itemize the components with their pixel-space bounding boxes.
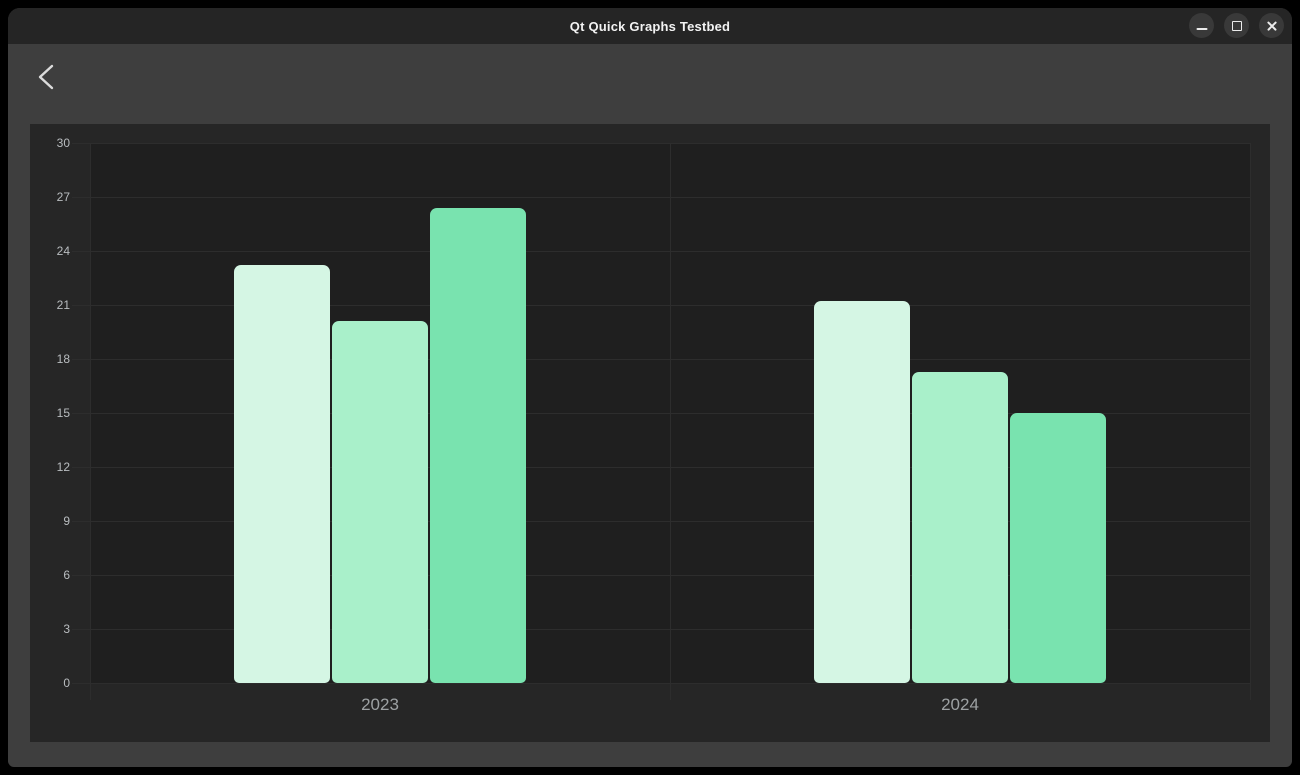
maximize-icon	[1231, 20, 1242, 31]
bar[interactable]	[912, 371, 1008, 683]
gridline	[1250, 143, 1251, 700]
axis-tick	[72, 359, 90, 360]
y-tick-label: 0	[63, 676, 70, 690]
bar[interactable]	[1010, 413, 1106, 683]
axis-tick	[72, 575, 90, 576]
axis-tick	[72, 305, 90, 306]
y-tick-label: 24	[56, 244, 70, 258]
y-tick-label: 9	[63, 514, 70, 528]
axis-tick	[72, 629, 90, 630]
bar[interactable]	[332, 321, 428, 683]
maximize-button[interactable]	[1224, 13, 1249, 38]
y-tick-label: 15	[56, 406, 70, 420]
y-tick-label: 3	[63, 622, 70, 636]
back-button[interactable]	[32, 60, 60, 94]
titlebar[interactable]: Qt Quick Graphs Testbed	[8, 8, 1292, 44]
axis-tick	[72, 467, 90, 468]
category-label: 2023	[361, 695, 399, 714]
y-tick-label: 6	[63, 568, 70, 582]
gridline	[670, 143, 671, 700]
app-window: Qt Quick Graphs Testbed 0 3 6 9 12 15 18 21 24 27…	[8, 8, 1292, 767]
bar-chart: 0 3 6 9 12 15 18 21 24 27 30 2023 2024	[30, 124, 1270, 742]
y-tick-label: 27	[56, 190, 70, 204]
axis-tick	[72, 251, 90, 252]
gridline	[90, 143, 91, 700]
bar[interactable]	[430, 207, 526, 683]
close-button[interactable]	[1259, 13, 1284, 38]
window-title: Qt Quick Graphs Testbed	[569, 18, 731, 34]
bar[interactable]	[814, 301, 910, 683]
window-controls	[1189, 13, 1284, 38]
category-label: 2024	[941, 695, 979, 714]
y-tick-label: 12	[56, 460, 70, 474]
y-tick-label: 21	[56, 298, 70, 312]
axis-tick	[72, 521, 90, 522]
axis-tick	[72, 197, 90, 198]
axis-tick	[72, 683, 90, 684]
axis-tick	[72, 143, 90, 144]
minimize-icon	[1196, 27, 1207, 30]
y-tick-label: 30	[56, 136, 70, 150]
axis-tick	[72, 413, 90, 414]
chevron-left-icon	[38, 64, 54, 90]
y-tick-label: 18	[56, 352, 70, 366]
minimize-button[interactable]	[1189, 13, 1214, 38]
bar[interactable]	[234, 265, 330, 683]
